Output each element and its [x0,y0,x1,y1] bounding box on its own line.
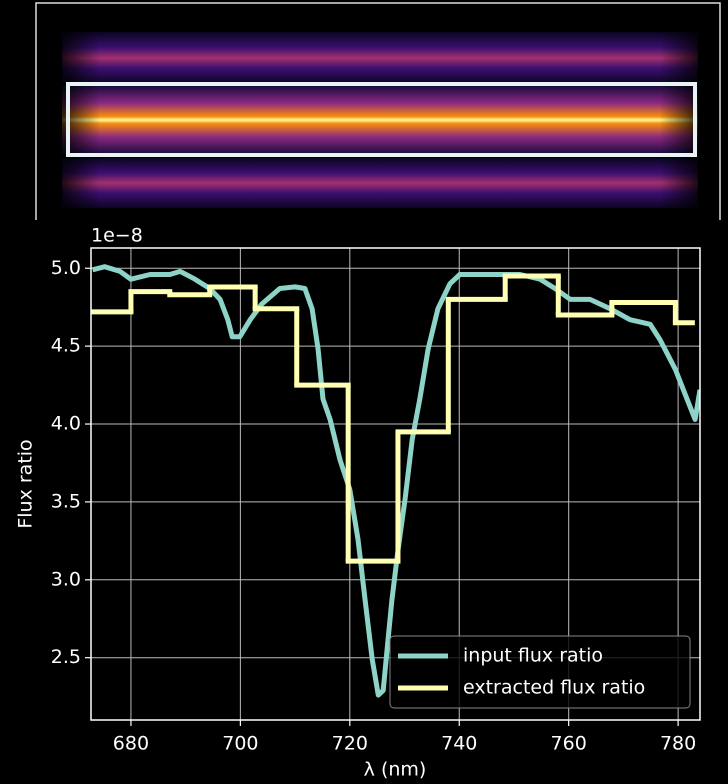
legend: input flux ratio extracted flux ratio [390,636,690,708]
x-axis-label: λ (nm) [364,759,427,781]
edge-fade [62,32,698,208]
y-tick-label: 4.5 [51,335,81,357]
series-group [91,267,700,695]
y-tick-label: 3.0 [51,568,81,590]
x-tick-label: 780 [660,733,696,755]
x-tick-label: 740 [441,733,477,755]
y-tick-label: 4.0 [51,413,81,435]
legend-label: input flux ratio [463,645,603,667]
y-tick-label: 3.5 [51,490,81,512]
x-tick-label: 700 [222,733,258,755]
plot: 680 700 720 740 760 780 2.5 3.0 3.5 4.0 4.5 5.0 inpu… [51,248,700,755]
y-tick-label: 5.0 [51,257,81,279]
legend-label: extracted flux ratio [463,677,645,699]
offset-text: 1e−8 [91,225,143,247]
y-axis-label: Flux ratio [15,439,37,528]
figure: 680 700 720 740 760 780 2.5 3.0 3.5 4.0 4.5 5.0 inpu… [0,0,728,784]
x-tick-label: 760 [551,733,587,755]
spectral-image [36,3,720,220]
y-tick-label: 2.5 [51,646,81,668]
x-tick-label: 680 [113,733,149,755]
x-tick-label: 720 [332,733,368,755]
